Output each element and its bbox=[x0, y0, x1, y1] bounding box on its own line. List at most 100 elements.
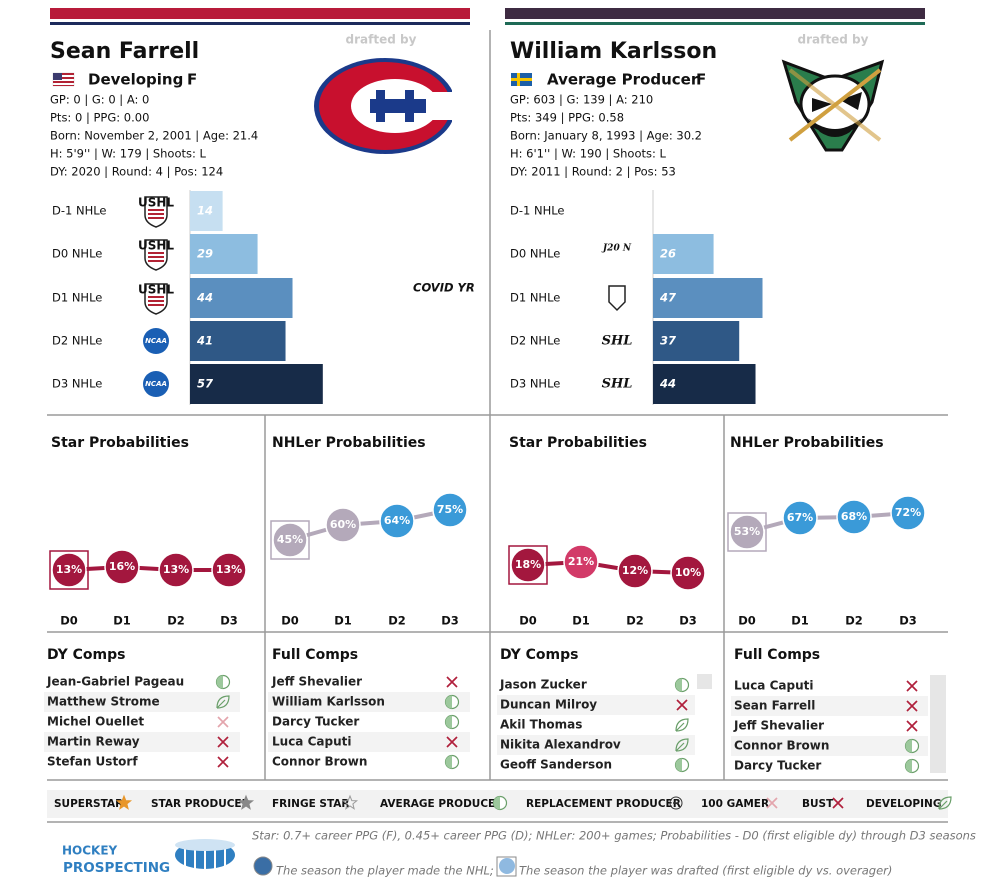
comp-name: Michel Ouellet bbox=[47, 715, 144, 729]
bar-label: 37 bbox=[660, 334, 676, 348]
row-label: D2 NHLe bbox=[52, 334, 102, 348]
prob-point bbox=[272, 522, 308, 558]
drafted-by: drafted by bbox=[798, 33, 869, 47]
x-tick-label: D2 bbox=[845, 614, 863, 628]
icon-part bbox=[905, 739, 912, 753]
league-label: SHL bbox=[602, 334, 633, 349]
position: F bbox=[187, 71, 197, 89]
status-icon bbox=[676, 699, 688, 711]
footer-note: The season the player made the NHL; bbox=[276, 864, 494, 878]
drafted-marker bbox=[49, 550, 89, 590]
status-icon bbox=[237, 794, 255, 810]
status-icon bbox=[217, 736, 229, 748]
x-tick-label: D0 bbox=[60, 614, 78, 628]
bar-label: 41 bbox=[196, 334, 213, 348]
legend-mark bbox=[496, 856, 517, 877]
row-label: D-1 NHLe bbox=[52, 204, 107, 218]
legend-label: BUST bbox=[802, 798, 834, 810]
legend-label: REPLACEMENT PRODUCER bbox=[526, 798, 681, 810]
flag-us bbox=[52, 72, 75, 87]
drafted-marker bbox=[508, 545, 548, 585]
prob-line bbox=[746, 511, 909, 534]
prob-label: 45% bbox=[277, 533, 303, 546]
player-name: Sean Farrell bbox=[50, 39, 199, 64]
icon-part bbox=[217, 736, 229, 748]
prob-label: 75% bbox=[437, 503, 463, 516]
icon-part bbox=[675, 718, 689, 732]
icon-part bbox=[906, 680, 918, 692]
tier: Developing bbox=[88, 71, 183, 89]
nhle-bar bbox=[653, 234, 714, 274]
status-icon bbox=[492, 795, 508, 811]
prob-point bbox=[51, 552, 87, 588]
row-band bbox=[44, 732, 240, 752]
row-label: D3 NHLe bbox=[52, 377, 102, 391]
icon-part bbox=[217, 756, 229, 768]
prob-label: 13% bbox=[56, 563, 82, 576]
row-label: D1 NHLe bbox=[510, 291, 560, 305]
status-icon bbox=[446, 676, 458, 688]
brand: HOCKEY bbox=[62, 844, 118, 858]
league-logo bbox=[148, 256, 164, 258]
scroll-marker bbox=[697, 674, 712, 689]
prob-point bbox=[432, 492, 468, 528]
bar-label: 26 bbox=[660, 247, 676, 261]
league-logo bbox=[144, 239, 168, 271]
comp-name: Akil Thomas bbox=[500, 718, 582, 732]
status-icon bbox=[217, 716, 229, 728]
panel-title: NHLer Probabilities bbox=[730, 435, 884, 451]
row-label: D0 NHLe bbox=[510, 247, 560, 261]
prob-label: 53% bbox=[734, 525, 760, 538]
league-logo bbox=[148, 217, 164, 219]
row-band bbox=[497, 735, 695, 755]
x-tick-label: D3 bbox=[441, 614, 459, 628]
league-label: J20 N bbox=[601, 244, 632, 254]
prob-label: 68% bbox=[841, 510, 867, 523]
icon-part bbox=[216, 695, 230, 709]
league-logo bbox=[148, 296, 164, 298]
prob-label: 18% bbox=[515, 558, 541, 571]
status-icon bbox=[832, 797, 844, 809]
league-logo bbox=[148, 300, 164, 302]
bar-label: 44 bbox=[659, 377, 676, 391]
scrollbar[interactable] bbox=[930, 675, 946, 773]
comp-name: Connor Brown bbox=[734, 739, 829, 753]
x-tick-label: D1 bbox=[791, 614, 809, 628]
status-icon bbox=[906, 680, 918, 692]
status-icon bbox=[674, 757, 690, 773]
league-label: USHL bbox=[138, 196, 174, 210]
comp-name: Jean-Gabriel Pageau bbox=[46, 675, 184, 689]
position: F bbox=[696, 71, 706, 89]
player-name: William Karlsson bbox=[510, 39, 717, 64]
legend-mark bbox=[253, 856, 273, 876]
team-bar bbox=[505, 22, 925, 25]
prob-label: 21% bbox=[568, 555, 594, 568]
league-logo bbox=[148, 260, 164, 262]
prob-point bbox=[890, 495, 926, 531]
league-label: USHL bbox=[138, 283, 174, 297]
nhle-bar bbox=[190, 278, 293, 318]
nhle-bar bbox=[190, 364, 323, 404]
footer-note: Star: 0.7+ career PPG (F), 0.45+ career … bbox=[252, 829, 976, 843]
icon-part bbox=[675, 738, 689, 752]
status-icon bbox=[669, 796, 683, 810]
row-band bbox=[731, 736, 928, 756]
row-band bbox=[44, 692, 240, 712]
drafted-by: drafted by bbox=[346, 33, 417, 47]
icon-part bbox=[669, 796, 683, 810]
status-icon bbox=[906, 700, 918, 712]
comp-name: Darcy Tucker bbox=[272, 715, 359, 729]
prob-label: 10% bbox=[675, 566, 701, 579]
icon-part bbox=[832, 797, 844, 809]
tier: Average Producer bbox=[547, 71, 699, 89]
league-logo bbox=[148, 252, 164, 254]
x-tick-label: D2 bbox=[388, 614, 406, 628]
stat-line: Pts: 349 | PPG: 0.58 bbox=[510, 111, 624, 125]
flag-sweden bbox=[511, 73, 532, 86]
bar-label: 47 bbox=[659, 291, 676, 305]
row-label: D2 NHLe bbox=[510, 334, 560, 348]
status-icon bbox=[115, 794, 133, 810]
row-band bbox=[497, 695, 695, 715]
panel-title: Star Probabilities bbox=[51, 435, 189, 451]
status-icon bbox=[904, 738, 920, 754]
